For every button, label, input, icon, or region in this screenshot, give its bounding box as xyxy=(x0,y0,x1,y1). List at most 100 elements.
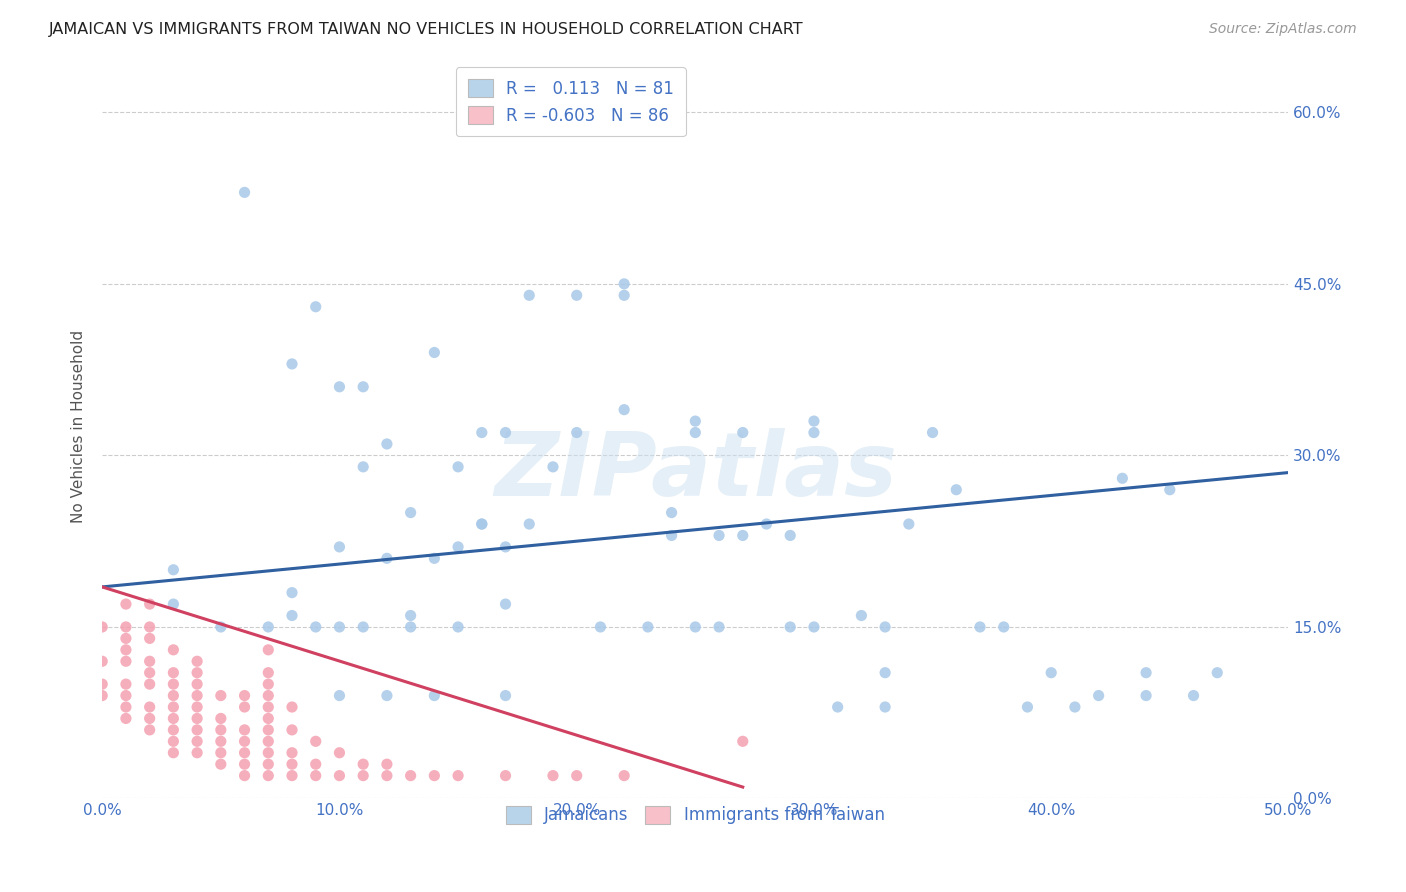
Point xyxy=(613,288,636,302)
Point xyxy=(495,689,517,703)
Point xyxy=(305,757,328,772)
Point xyxy=(281,585,304,599)
Point xyxy=(233,746,256,760)
Point xyxy=(257,689,280,703)
Point xyxy=(115,677,138,691)
Point xyxy=(257,723,280,737)
Point xyxy=(257,757,280,772)
Point xyxy=(447,620,470,634)
Point xyxy=(495,425,517,440)
Point xyxy=(281,757,304,772)
Point xyxy=(115,632,138,646)
Point xyxy=(447,459,470,474)
Point xyxy=(257,620,280,634)
Point xyxy=(305,734,328,748)
Point xyxy=(115,643,138,657)
Point xyxy=(209,620,232,634)
Point xyxy=(138,665,160,680)
Point xyxy=(186,723,208,737)
Point xyxy=(685,425,707,440)
Point xyxy=(661,506,683,520)
Point xyxy=(1135,689,1157,703)
Point xyxy=(281,769,304,783)
Text: Source: ZipAtlas.com: Source: ZipAtlas.com xyxy=(1209,22,1357,37)
Point xyxy=(1017,700,1039,714)
Point xyxy=(352,757,374,772)
Point xyxy=(375,437,398,451)
Point xyxy=(875,700,897,714)
Point xyxy=(257,643,280,657)
Point xyxy=(517,516,540,531)
Point xyxy=(1040,665,1063,680)
Point xyxy=(257,734,280,748)
Point xyxy=(233,186,256,200)
Point xyxy=(423,551,446,566)
Point xyxy=(138,723,160,737)
Point xyxy=(186,665,208,680)
Point xyxy=(257,700,280,714)
Point xyxy=(162,723,184,737)
Point xyxy=(755,516,778,531)
Point xyxy=(115,700,138,714)
Point xyxy=(162,734,184,748)
Point xyxy=(921,425,943,440)
Point xyxy=(707,620,730,634)
Point xyxy=(162,746,184,760)
Point xyxy=(423,689,446,703)
Point xyxy=(257,769,280,783)
Point xyxy=(328,689,350,703)
Point xyxy=(328,746,350,760)
Point xyxy=(162,597,184,611)
Point xyxy=(423,769,446,783)
Point xyxy=(186,734,208,748)
Point xyxy=(375,757,398,772)
Point xyxy=(1206,665,1229,680)
Point xyxy=(779,528,801,542)
Legend: Jamaicans, Immigrants from Taiwan: Jamaicans, Immigrants from Taiwan xyxy=(499,799,891,831)
Point xyxy=(1111,471,1133,485)
Point xyxy=(803,425,825,440)
Y-axis label: No Vehicles in Household: No Vehicles in Household xyxy=(72,330,86,524)
Point xyxy=(257,677,280,691)
Point xyxy=(352,380,374,394)
Point xyxy=(827,700,849,714)
Point xyxy=(186,746,208,760)
Point xyxy=(186,700,208,714)
Point xyxy=(233,723,256,737)
Point xyxy=(1064,700,1087,714)
Point xyxy=(495,540,517,554)
Point xyxy=(328,380,350,394)
Point xyxy=(115,654,138,668)
Point xyxy=(875,665,897,680)
Point xyxy=(803,620,825,634)
Point xyxy=(685,414,707,428)
Point xyxy=(399,506,422,520)
Point xyxy=(399,620,422,634)
Point xyxy=(138,700,160,714)
Point xyxy=(541,769,564,783)
Point xyxy=(305,769,328,783)
Point xyxy=(517,288,540,302)
Point xyxy=(281,608,304,623)
Point xyxy=(541,459,564,474)
Point xyxy=(897,516,920,531)
Point xyxy=(613,402,636,417)
Point xyxy=(328,540,350,554)
Point xyxy=(661,528,683,542)
Point xyxy=(257,711,280,725)
Point xyxy=(115,689,138,703)
Point xyxy=(945,483,967,497)
Point xyxy=(257,746,280,760)
Point xyxy=(447,769,470,783)
Point xyxy=(91,677,114,691)
Point xyxy=(138,677,160,691)
Point xyxy=(731,734,754,748)
Point xyxy=(162,665,184,680)
Point xyxy=(1159,483,1181,497)
Point xyxy=(803,414,825,428)
Point xyxy=(115,620,138,634)
Point xyxy=(162,700,184,714)
Point xyxy=(423,345,446,359)
Point xyxy=(209,723,232,737)
Point xyxy=(399,769,422,783)
